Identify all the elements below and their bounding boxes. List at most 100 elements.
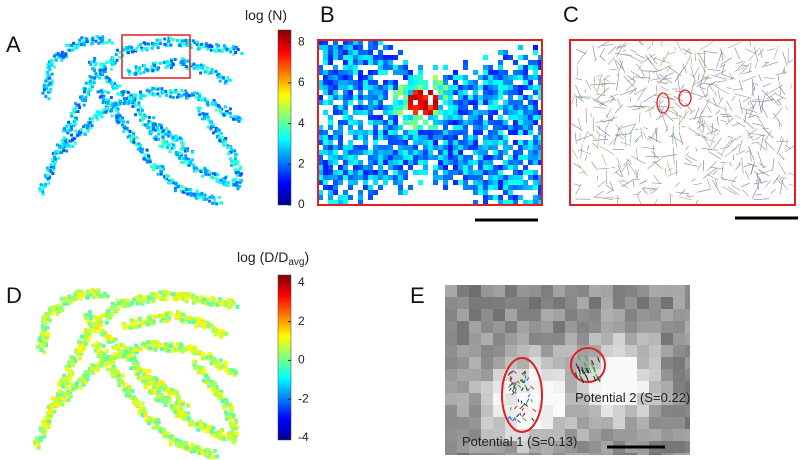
pixel (363, 95, 368, 100)
trajectory (773, 158, 774, 170)
pixel (505, 333, 517, 345)
pixel (124, 127, 127, 130)
pixel (423, 85, 428, 90)
pixel (130, 138, 133, 141)
pixel (473, 100, 478, 105)
pixel (323, 170, 328, 175)
pixel (368, 195, 373, 200)
pixel (528, 145, 533, 150)
pixel (463, 95, 468, 100)
pixel (368, 90, 373, 95)
pixel (180, 161, 183, 164)
pixel (493, 297, 505, 309)
pixel (448, 85, 453, 90)
pixel (483, 75, 488, 80)
pixel (533, 195, 538, 200)
pixel (458, 130, 463, 135)
pixel (433, 125, 438, 130)
pixel (363, 150, 368, 155)
pixel (338, 170, 343, 175)
pixel (508, 195, 513, 200)
pixel (493, 185, 498, 190)
pixel (333, 65, 338, 70)
pixel (408, 130, 413, 135)
pixel (230, 437, 234, 441)
pixel (498, 80, 503, 85)
pixel (403, 70, 408, 75)
pixel (328, 155, 333, 160)
pixel (469, 345, 481, 357)
pixel (70, 134, 73, 137)
pixel (398, 90, 403, 95)
pixel (443, 85, 448, 90)
trajectory (616, 172, 622, 177)
pixel (333, 175, 338, 180)
pixel (458, 150, 463, 155)
trajectory (597, 135, 599, 148)
trajectory (743, 71, 752, 74)
pixel (388, 150, 393, 155)
pixel (199, 72, 202, 75)
pixel (96, 35, 99, 38)
pixel (468, 135, 473, 140)
pixel (473, 70, 478, 75)
pixel (159, 39, 162, 42)
pixel (513, 120, 518, 125)
pixel (224, 332, 228, 336)
pixel (577, 405, 589, 417)
pixel (589, 321, 601, 333)
pixel (116, 59, 119, 62)
pixel (130, 347, 134, 351)
pixel (156, 88, 159, 91)
pixel (448, 135, 453, 140)
pixel (129, 96, 132, 99)
pixel (503, 175, 508, 180)
pixel (348, 85, 353, 90)
pixel (167, 389, 171, 393)
pixel (43, 84, 46, 87)
pixel (453, 165, 458, 170)
trajectory (655, 128, 656, 137)
pixel (649, 345, 661, 357)
pixel (438, 135, 443, 140)
pixel (498, 50, 503, 55)
pixel (158, 123, 161, 126)
pixel (134, 397, 138, 401)
pixel (147, 155, 150, 158)
pixel (373, 90, 378, 95)
pixel (518, 160, 523, 165)
pixel (513, 60, 518, 65)
pixel (184, 297, 188, 301)
pixel (445, 393, 457, 405)
pixel (383, 125, 388, 130)
pixel (637, 405, 649, 417)
title-sub: avg (288, 257, 304, 268)
pixel (96, 118, 99, 121)
pixel (101, 111, 104, 114)
pixel (673, 285, 685, 297)
pixel (433, 80, 438, 85)
pixel (205, 429, 209, 433)
pixel (503, 125, 508, 130)
pixel (86, 290, 90, 294)
pixel (433, 105, 438, 110)
pixel (413, 135, 418, 140)
pixel (172, 63, 175, 66)
pixel (191, 317, 195, 321)
trajectory (703, 168, 717, 179)
pixel (165, 312, 169, 316)
pixel (493, 140, 498, 145)
pixel (348, 150, 353, 155)
pixel (153, 164, 156, 167)
pixel (408, 90, 413, 95)
pixel (625, 405, 637, 417)
colorbar-tick-label: -2 (298, 391, 309, 405)
pixel (105, 321, 109, 325)
trajectory (575, 133, 576, 144)
pixel (565, 405, 577, 417)
pixel (156, 39, 159, 42)
pixel (403, 85, 408, 90)
pixel (157, 344, 161, 348)
pixel (523, 185, 528, 190)
pixel (438, 150, 443, 155)
